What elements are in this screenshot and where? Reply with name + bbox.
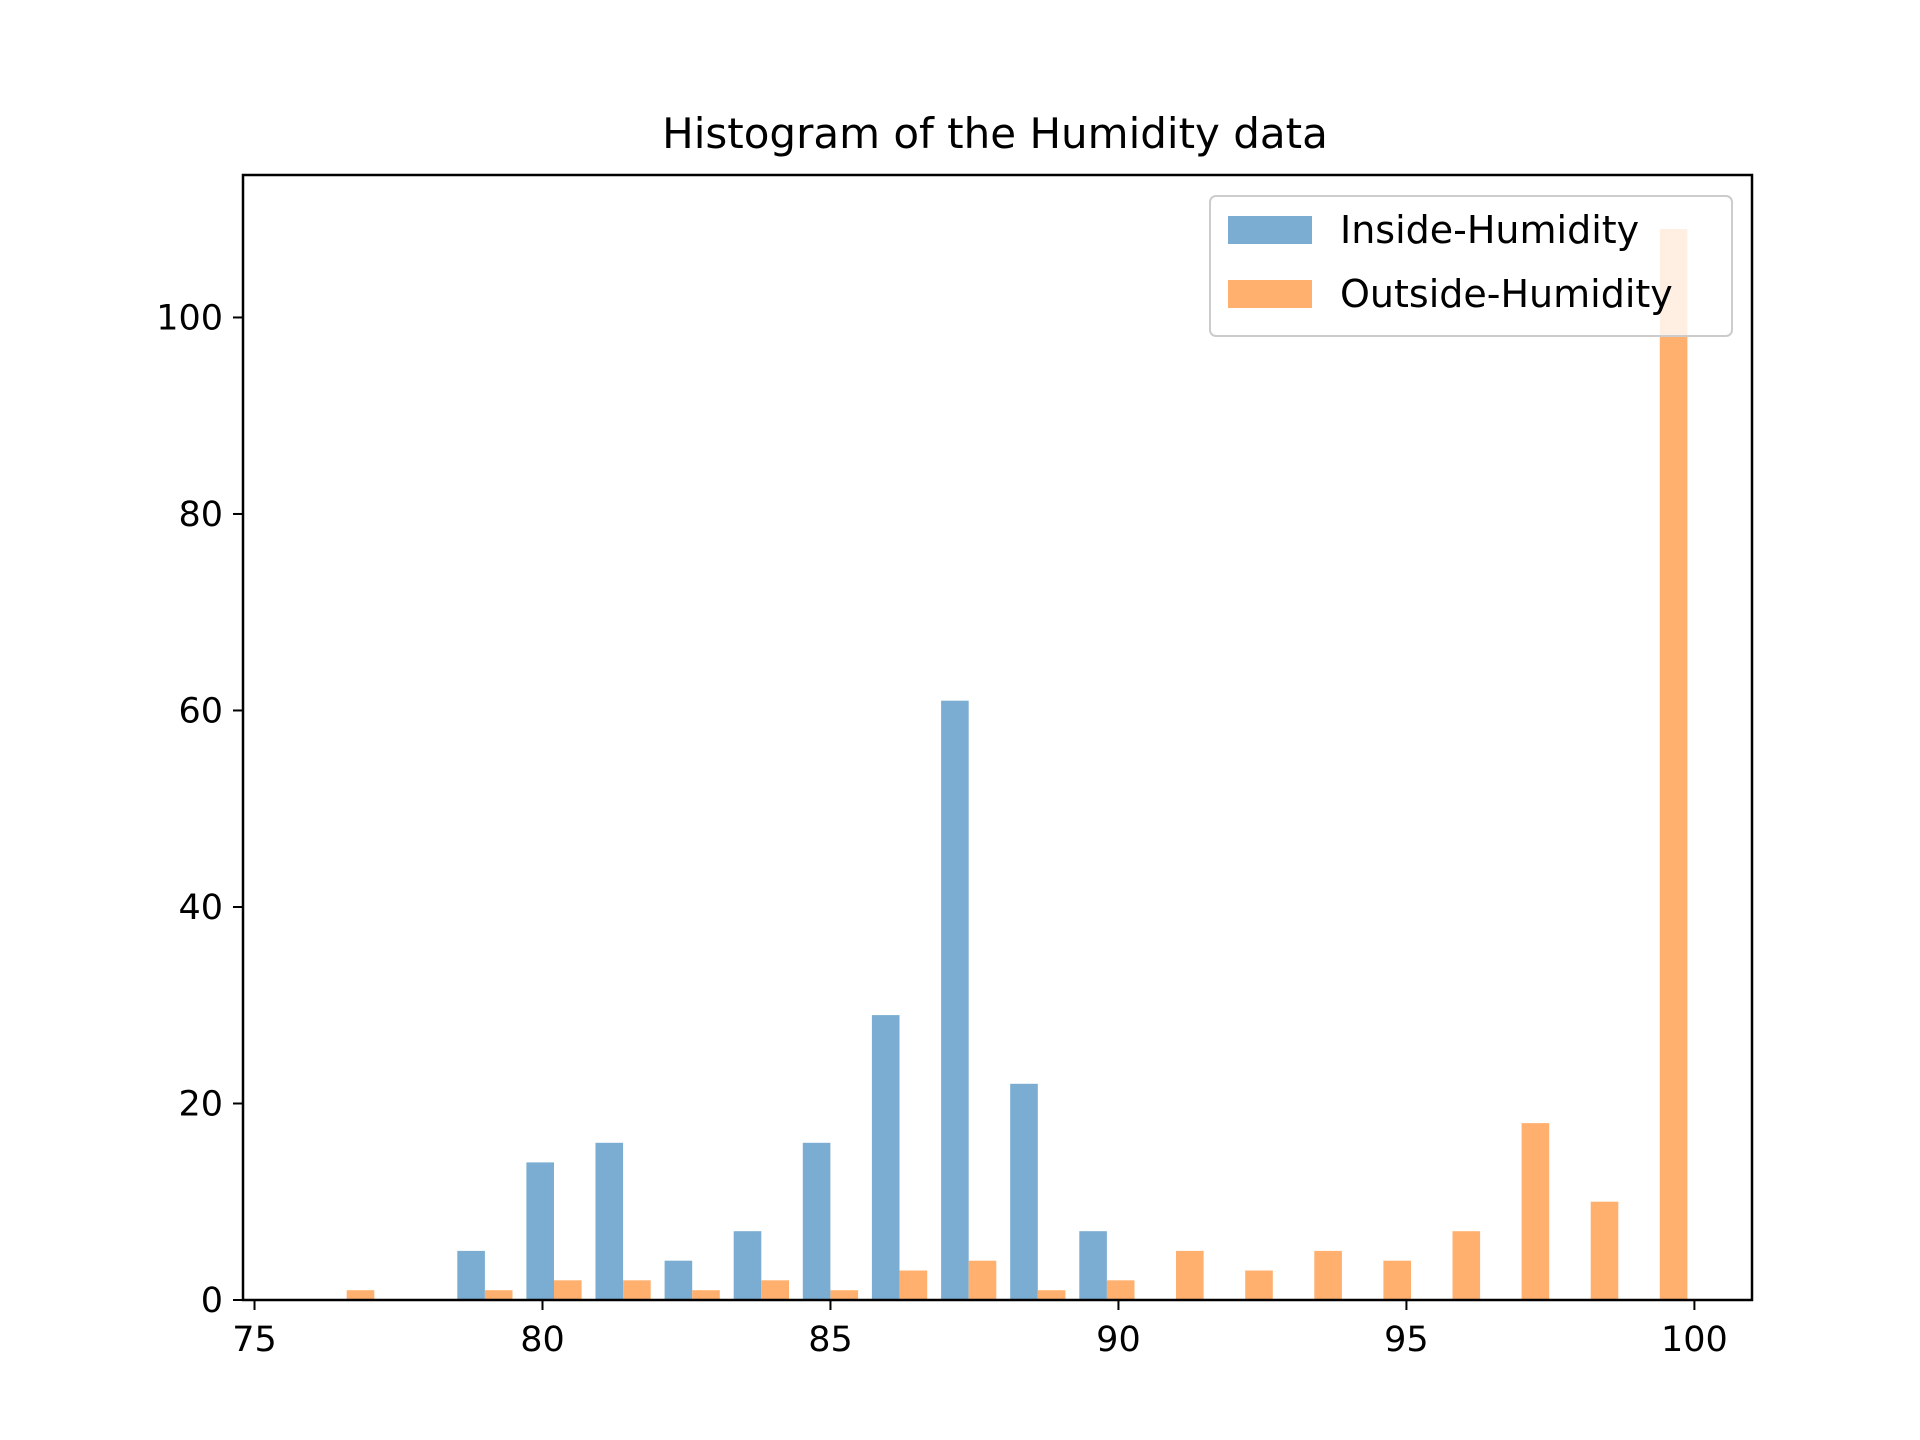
legend-swatch bbox=[1228, 216, 1312, 244]
bar-outside-humidity bbox=[1521, 1123, 1550, 1300]
y-tick-label: 40 bbox=[178, 888, 223, 928]
x-tick-label: 85 bbox=[808, 1320, 853, 1360]
legend-label: Outside-Humidity bbox=[1340, 272, 1673, 316]
bar-outside-humidity bbox=[1037, 1290, 1066, 1300]
x-tick-label: 75 bbox=[232, 1320, 277, 1360]
bar-outside-humidity bbox=[554, 1280, 582, 1300]
bar-inside-humidity bbox=[664, 1260, 693, 1300]
bar-inside-humidity bbox=[526, 1162, 554, 1300]
bar-inside-humidity bbox=[595, 1142, 624, 1300]
bar-outside-humidity bbox=[692, 1290, 720, 1300]
bar-inside-humidity bbox=[733, 1231, 762, 1300]
y-tick-label: 80 bbox=[178, 495, 223, 535]
y-tick-label: 20 bbox=[178, 1084, 223, 1124]
plot-frame bbox=[241, 173, 1754, 1302]
bar-outside-humidity bbox=[1452, 1231, 1481, 1300]
legend: Inside-Humidity Outside-Humidity bbox=[1209, 195, 1733, 337]
x-tick-label: 80 bbox=[520, 1320, 565, 1360]
bar-outside-humidity bbox=[899, 1270, 928, 1300]
bar-outside-humidity bbox=[1659, 229, 1688, 1300]
bar-inside-humidity bbox=[941, 700, 969, 1300]
bar-outside-humidity bbox=[1106, 1280, 1135, 1300]
bar-outside-humidity bbox=[623, 1280, 651, 1300]
legend-swatch bbox=[1228, 280, 1312, 308]
bar-outside-humidity bbox=[484, 1290, 513, 1300]
bar-inside-humidity bbox=[871, 1015, 900, 1300]
bars-group bbox=[346, 229, 1688, 1300]
bar-inside-humidity bbox=[457, 1250, 485, 1300]
x-tick-label: 100 bbox=[1661, 1320, 1728, 1360]
y-tick-label: 100 bbox=[156, 298, 223, 338]
x-tick-label: 95 bbox=[1384, 1320, 1429, 1360]
bar-outside-humidity bbox=[761, 1280, 789, 1300]
bar-inside-humidity bbox=[1010, 1083, 1038, 1300]
y-tick-label: 60 bbox=[178, 691, 223, 731]
bar-outside-humidity bbox=[1590, 1201, 1619, 1300]
bar-inside-humidity bbox=[1079, 1231, 1107, 1300]
x-tick-label: 90 bbox=[1096, 1320, 1141, 1360]
bar-outside-humidity bbox=[346, 1290, 375, 1300]
bar-outside-humidity bbox=[1176, 1250, 1204, 1300]
bar-outside-humidity bbox=[968, 1260, 997, 1300]
y-tick-label: 0 bbox=[201, 1281, 223, 1321]
bar-outside-humidity bbox=[1314, 1250, 1342, 1300]
chart-title: Histogram of the Humidity data bbox=[662, 109, 1328, 158]
bar-outside-humidity bbox=[1383, 1260, 1411, 1300]
bar-outside-humidity bbox=[1245, 1270, 1273, 1300]
legend-box bbox=[1209, 195, 1733, 337]
axes-group: 75 80 85 90 95 100 0 20 40 60 80 100 bbox=[156, 173, 1754, 1360]
bar-outside-humidity bbox=[830, 1290, 859, 1300]
bar-inside-humidity bbox=[802, 1142, 831, 1300]
legend-label: Inside-Humidity bbox=[1340, 208, 1639, 252]
